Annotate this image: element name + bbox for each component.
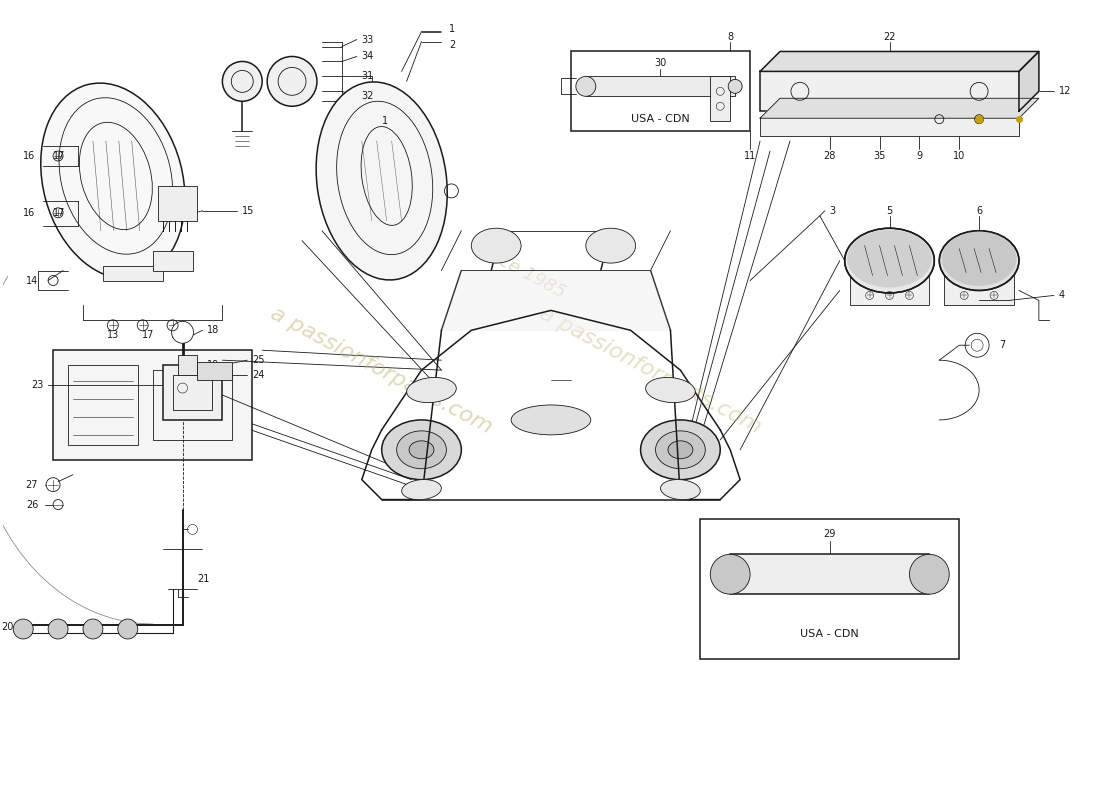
Text: 13: 13 xyxy=(107,330,119,340)
Text: 20: 20 xyxy=(1,622,13,632)
Bar xyxy=(53,350,252,460)
Text: 1: 1 xyxy=(450,23,455,34)
Text: 17: 17 xyxy=(142,330,154,340)
Circle shape xyxy=(728,79,743,94)
Ellipse shape xyxy=(668,441,693,458)
Text: 6: 6 xyxy=(976,206,982,216)
Circle shape xyxy=(13,619,33,639)
Polygon shape xyxy=(1019,51,1038,111)
Text: 21: 21 xyxy=(198,574,210,584)
Text: 26: 26 xyxy=(25,499,39,510)
Bar xyxy=(198,362,232,380)
Ellipse shape xyxy=(471,228,521,263)
Bar xyxy=(586,76,735,96)
Text: 17: 17 xyxy=(53,208,66,218)
Bar xyxy=(163,365,222,420)
Bar xyxy=(571,51,750,131)
Text: 33: 33 xyxy=(362,34,374,45)
Text: 8: 8 xyxy=(727,31,734,42)
Bar xyxy=(157,186,198,221)
Polygon shape xyxy=(760,98,1038,118)
Bar xyxy=(153,370,232,440)
Text: a passionforparts.com: a passionforparts.com xyxy=(267,303,496,438)
Circle shape xyxy=(118,619,138,639)
Text: a passionforparts.com: a passionforparts.com xyxy=(537,303,764,438)
Polygon shape xyxy=(760,51,1038,71)
Text: 15: 15 xyxy=(242,206,255,216)
Text: 16: 16 xyxy=(23,151,35,161)
Bar xyxy=(173,375,212,410)
Text: 28: 28 xyxy=(824,151,836,161)
Bar xyxy=(849,270,930,306)
Text: 35: 35 xyxy=(873,151,886,161)
Text: 16: 16 xyxy=(172,330,184,340)
Circle shape xyxy=(910,554,949,594)
Ellipse shape xyxy=(382,420,461,480)
Text: 1: 1 xyxy=(382,116,388,126)
Ellipse shape xyxy=(586,228,636,263)
Bar xyxy=(153,250,192,270)
Text: 9: 9 xyxy=(916,151,923,161)
Text: 3: 3 xyxy=(829,206,836,216)
Text: 14: 14 xyxy=(26,275,39,286)
Polygon shape xyxy=(441,270,670,330)
Text: USA - CDN: USA - CDN xyxy=(801,629,859,639)
Bar xyxy=(944,270,1014,306)
Text: 23: 23 xyxy=(31,380,43,390)
Text: 24: 24 xyxy=(252,370,265,380)
Text: 30: 30 xyxy=(654,58,667,69)
Bar xyxy=(103,266,163,281)
Text: 12: 12 xyxy=(1059,86,1071,96)
Ellipse shape xyxy=(512,405,591,435)
Ellipse shape xyxy=(41,83,185,278)
Circle shape xyxy=(172,322,194,343)
Text: 25: 25 xyxy=(252,355,265,365)
Bar xyxy=(177,355,198,375)
Bar xyxy=(730,554,930,594)
Ellipse shape xyxy=(407,378,456,402)
Bar xyxy=(760,71,1019,111)
Text: since 1985: since 1985 xyxy=(473,239,569,302)
Text: 4: 4 xyxy=(1059,290,1065,301)
Text: 11: 11 xyxy=(744,151,756,161)
Ellipse shape xyxy=(939,230,1019,290)
Circle shape xyxy=(48,619,68,639)
Text: 17: 17 xyxy=(53,151,66,161)
Ellipse shape xyxy=(402,479,441,500)
Text: 31: 31 xyxy=(362,71,374,82)
Bar xyxy=(701,519,959,659)
Ellipse shape xyxy=(397,431,447,469)
Text: 10: 10 xyxy=(953,151,966,161)
Circle shape xyxy=(711,554,750,594)
Bar xyxy=(760,118,1019,136)
Text: 29: 29 xyxy=(824,530,836,539)
Bar xyxy=(170,370,195,395)
Ellipse shape xyxy=(942,231,1016,286)
Text: 32: 32 xyxy=(362,91,374,102)
Text: 34: 34 xyxy=(362,51,374,62)
Circle shape xyxy=(267,57,317,106)
Text: 22: 22 xyxy=(883,31,895,42)
Text: 27: 27 xyxy=(25,480,39,490)
Ellipse shape xyxy=(847,230,932,287)
Ellipse shape xyxy=(845,228,934,293)
Bar xyxy=(68,365,138,445)
Text: 18: 18 xyxy=(208,326,220,335)
Circle shape xyxy=(576,76,596,96)
Ellipse shape xyxy=(409,441,434,458)
Ellipse shape xyxy=(646,378,695,402)
Bar xyxy=(711,76,730,121)
Text: 5: 5 xyxy=(887,206,892,216)
Text: 2: 2 xyxy=(450,39,455,50)
Circle shape xyxy=(222,62,262,102)
Circle shape xyxy=(82,619,103,639)
Ellipse shape xyxy=(660,479,701,500)
Ellipse shape xyxy=(316,82,448,280)
Text: 16: 16 xyxy=(23,208,35,218)
Ellipse shape xyxy=(656,431,705,469)
Text: USA - CDN: USA - CDN xyxy=(631,114,690,124)
Text: 7: 7 xyxy=(999,340,1005,350)
Text: 19: 19 xyxy=(208,360,220,370)
Ellipse shape xyxy=(640,420,720,480)
